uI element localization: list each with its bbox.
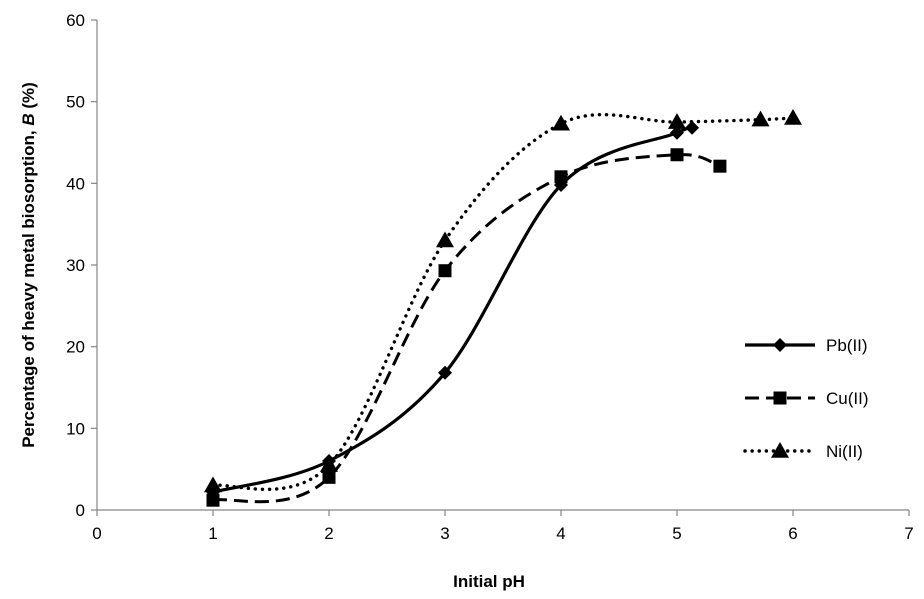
legend-item-ni-ii: Ni(II) xyxy=(743,442,863,461)
y-axis-title-variable: B xyxy=(19,113,38,125)
tick-marks: 0 10 20 30 40 50 60 0 1 2 3 4 5 6 7 xyxy=(66,11,914,543)
x-tick-label: 0 xyxy=(92,524,101,543)
x-tick-label: 5 xyxy=(672,524,681,543)
legend-label-cu-ii: Cu(II) xyxy=(826,389,869,408)
data-point-cu-ii xyxy=(554,170,568,184)
legend-marker-ni-ii xyxy=(771,442,789,458)
x-tick-label: 6 xyxy=(788,524,797,543)
data-point-ni-ii xyxy=(668,113,686,129)
y-tick-label: 20 xyxy=(66,338,85,357)
series-lines xyxy=(211,112,795,504)
data-point-ni-ii xyxy=(784,109,802,125)
legend: Pb(II) Cu(II) Ni(II) xyxy=(743,336,869,461)
legend-item-cu-ii: Cu(II) xyxy=(745,389,869,408)
data-point-pb-ii xyxy=(685,120,700,135)
data-point-cu-ii xyxy=(322,470,336,484)
y-tick-label: 30 xyxy=(66,256,85,275)
x-tick-label: 3 xyxy=(440,524,449,543)
x-tick-label: 1 xyxy=(208,524,217,543)
data-point-cu-ii xyxy=(206,493,220,507)
axes xyxy=(96,20,909,511)
series-line-cu-ii xyxy=(212,153,721,504)
y-tick-label: 60 xyxy=(66,11,85,30)
x-axis-title: Initial pH xyxy=(453,572,525,591)
data-point-ni-ii xyxy=(320,456,338,472)
legend-marker-pb-ii xyxy=(773,338,787,352)
data-point-cu-ii xyxy=(713,159,727,173)
y-tick-label: 50 xyxy=(66,93,85,112)
y-axis-title: Percentage of heavy metal biosorption, B… xyxy=(19,82,38,448)
y-tick-label: 10 xyxy=(66,419,85,438)
x-tick-label: 2 xyxy=(324,524,333,543)
series-markers xyxy=(204,109,802,507)
legend-item-pb-ii: Pb(II) xyxy=(745,336,868,355)
legend-label-pb-ii: Pb(II) xyxy=(826,336,868,355)
data-point-cu-ii xyxy=(670,148,684,162)
data-point-ni-ii xyxy=(204,476,222,493)
data-point-pb-ii xyxy=(670,125,684,140)
data-point-ni-ii xyxy=(436,231,454,248)
series-line-pb-ii xyxy=(212,125,694,494)
x-tick-label: 7 xyxy=(904,524,913,543)
data-point-pb-ii xyxy=(438,365,452,380)
data-point-ni-ii xyxy=(552,114,570,131)
x-tick-label: 4 xyxy=(556,524,565,543)
y-tick-label: 0 xyxy=(76,501,85,520)
y-axis-title-main: Percentage of heavy metal biosorption, xyxy=(19,126,38,448)
data-point-ni-ii xyxy=(751,110,770,127)
series-line-ni-ii xyxy=(211,112,795,492)
legend-marker-cu-ii xyxy=(773,391,787,405)
legend-label-ni-ii: Ni(II) xyxy=(826,442,863,461)
y-tick-label: 40 xyxy=(66,174,85,193)
y-axis-title-unit: (%) xyxy=(19,82,38,113)
data-point-cu-ii xyxy=(438,264,452,278)
